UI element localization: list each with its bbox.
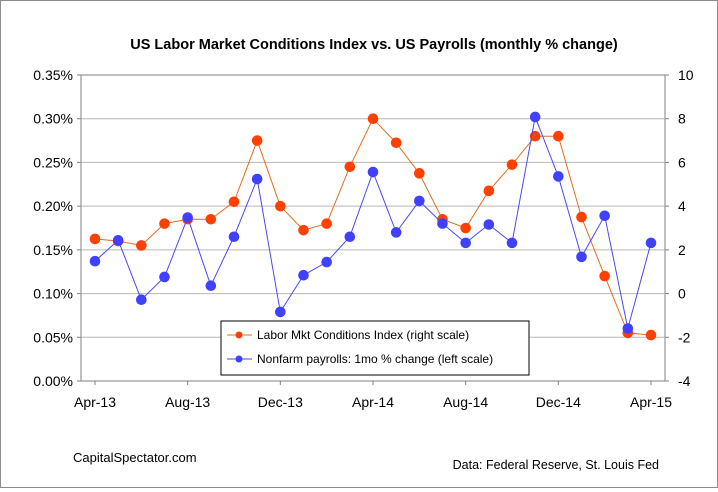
data-point — [344, 231, 356, 243]
data-point — [390, 137, 402, 149]
x-tick-label: Dec-13 — [258, 394, 303, 410]
data-point — [89, 233, 101, 245]
data-point — [344, 161, 356, 173]
data-point — [136, 294, 147, 305]
footer-source-left: CapitalSpectator.com — [73, 450, 197, 465]
legend-label-lmci: Labor Mkt Conditions Index (right scale) — [257, 328, 469, 342]
data-point — [159, 218, 170, 229]
right-tick-label: 6 — [678, 154, 686, 170]
data-point — [483, 219, 495, 230]
x-tick-label: Aug-13 — [165, 394, 210, 410]
x-tick-label: Apr-13 — [74, 394, 116, 410]
data-point — [205, 280, 217, 292]
chart-title: US Labor Market Conditions Index vs. US … — [130, 37, 618, 53]
data-point — [136, 240, 147, 251]
data-point — [622, 323, 634, 334]
x-tick-label: Aug-14 — [443, 394, 488, 410]
data-point — [228, 196, 240, 208]
legend: Labor Mkt Conditions Index (right scale)… — [220, 320, 530, 376]
legend-label-nfp: Nonfarm payrolls: 1mo % change (left sca… — [257, 352, 493, 366]
left-tick-label: 0.00% — [33, 373, 73, 389]
data-point — [367, 113, 379, 125]
data-point — [275, 306, 286, 318]
right-tick-label: 10 — [678, 67, 694, 83]
data-point — [275, 200, 286, 212]
left-tick-label: 0.30% — [33, 111, 73, 127]
x-tick-label: Apr-15 — [630, 394, 672, 410]
data-point — [367, 166, 379, 178]
legend-marker-nfp — [235, 355, 243, 363]
data-point — [437, 218, 448, 229]
left-tick-label: 0.35% — [33, 67, 73, 83]
data-point — [414, 168, 425, 179]
data-point — [321, 218, 332, 229]
right-tick-label: 2 — [678, 242, 686, 258]
data-point — [159, 271, 170, 283]
data-point — [553, 171, 564, 182]
data-point — [506, 159, 518, 170]
data-point — [553, 130, 564, 142]
legend-marker-lmci — [235, 331, 243, 339]
data-point — [321, 256, 332, 268]
left-tick-label: 0.15% — [33, 242, 73, 258]
data-point — [251, 173, 263, 185]
right-tick-label: -2 — [678, 329, 691, 345]
data-point — [529, 111, 541, 123]
left-axis: 0.00% 0.05% 0.10% 0.15% 0.20% 0.25% 0.30% 0.35% — [33, 67, 81, 389]
left-tick-label: 0.05% — [33, 329, 73, 345]
data-point — [483, 185, 495, 197]
data-point — [599, 270, 610, 282]
series-nonfarm-payrolls — [89, 111, 657, 334]
x-axis: Apr-13 Aug-13 Dec-13 Apr-14 Aug-14 Dec-14 Apr-… — [74, 381, 672, 410]
data-point — [205, 213, 217, 225]
data-point — [251, 135, 263, 146]
left-tick-label: 0.10% — [33, 286, 73, 302]
right-tick-label: 8 — [678, 111, 686, 127]
legend-box — [220, 320, 530, 376]
left-tick-label: 0.25% — [33, 154, 73, 170]
right-tick-label: -4 — [678, 373, 691, 389]
data-point — [414, 195, 425, 207]
data-point — [298, 269, 309, 281]
data-point — [89, 255, 101, 267]
x-tick-label: Apr-14 — [352, 394, 394, 410]
right-axis: -4 -2 0 2 4 6 8 10 — [665, 67, 694, 389]
data-point — [228, 231, 240, 243]
data-point — [645, 237, 657, 249]
left-tick-label: 0.20% — [33, 198, 73, 214]
data-point — [298, 224, 309, 236]
data-point — [599, 210, 610, 222]
footer-source-right: Data: Federal Reserve, St. Louis Fed — [453, 458, 659, 472]
x-tick-label: Dec-14 — [536, 394, 581, 410]
right-tick-label: 4 — [678, 198, 686, 214]
data-point — [506, 237, 518, 249]
data-point — [182, 212, 193, 223]
data-point — [645, 329, 657, 341]
data-point — [112, 234, 124, 246]
data-point — [390, 227, 402, 238]
right-tick-label: 0 — [678, 286, 686, 302]
data-point — [576, 251, 587, 263]
data-point — [576, 211, 587, 223]
data-point — [460, 237, 471, 249]
data-point — [460, 222, 471, 234]
